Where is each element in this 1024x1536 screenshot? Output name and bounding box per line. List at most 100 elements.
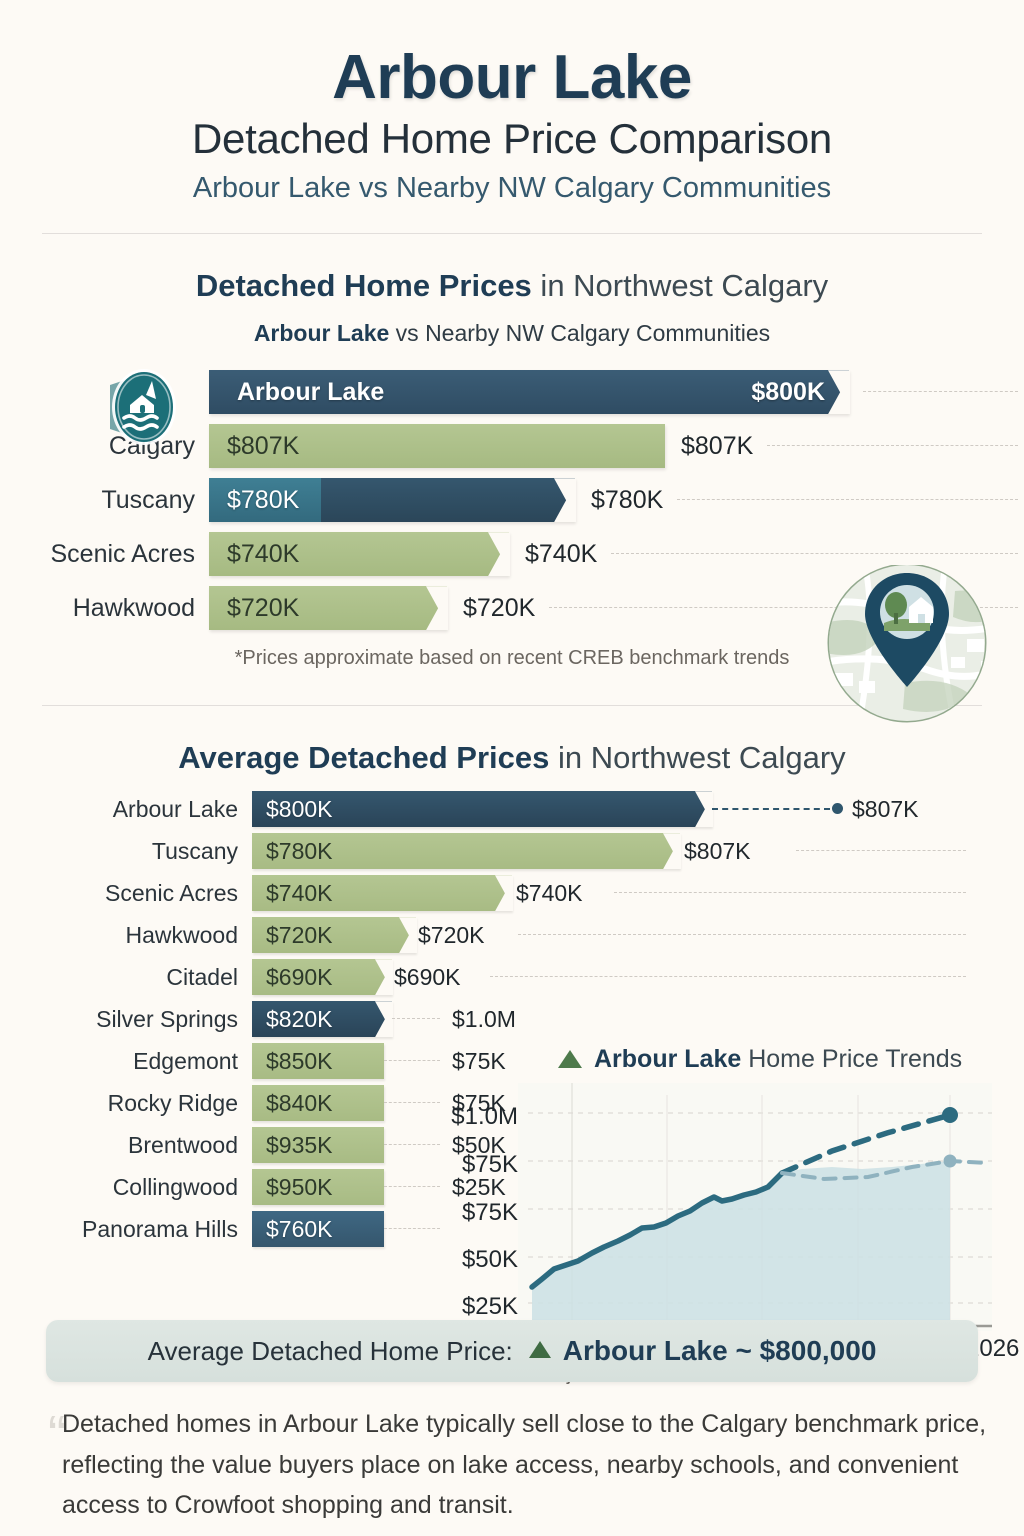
bar-label-tuscany: Tuscany: [101, 485, 195, 514]
bar-row-edgemont: Edgemont $850K $75K: [0, 1042, 1024, 1080]
section1-sub-bold: Arbour Lake: [253, 320, 390, 347]
bar-notch: [375, 959, 393, 996]
bar-label-brentwood: Brentwood: [128, 1131, 238, 1158]
section1-title: Detached Home Prices in Northwest Calgar…: [0, 268, 1024, 304]
section1-sub-rest: vs Nearby NW Calgary Communities: [389, 320, 771, 347]
summary-banner: Average Detached Home Price: Arbour Lake…: [46, 1320, 978, 1382]
bar-value-inside-arbour-lake: $800K: [266, 795, 333, 822]
bar-value-inside-panorama-hills: $760K: [266, 1215, 333, 1242]
bar-silver-springs: $820K: [252, 1001, 393, 1038]
guide-dash: [796, 850, 966, 852]
bar-label-scenic-acres: Scenic Acres: [105, 879, 238, 906]
green-triangle-icon: [528, 1341, 551, 1358]
bar-arbour-lake: Arbour Lake $800K: [209, 370, 850, 415]
bar-row-hawkwood: Hawkwood $720K $720K: [0, 585, 1024, 631]
bar-notch: [399, 917, 417, 954]
page-tagline: Arbour Lake vs Nearby NW Calgary Communi…: [192, 172, 832, 205]
map-location-pin-icon: [805, 563, 1010, 725]
bar-label-arbour-lake: Arbour Lake: [112, 795, 238, 822]
bar-notch: [375, 1001, 393, 1038]
bar-calgary: $807K: [209, 424, 665, 469]
bar-row-scenic-acres: Scenic Acres $740K $740K: [0, 531, 1024, 577]
bar-value-outside-hawkwood: $720K: [463, 593, 536, 622]
connector-dash: [712, 808, 830, 811]
y-tick-3: $50K: [461, 1246, 518, 1274]
guide-dash: [490, 976, 966, 978]
lake-house-badge-icon: [100, 365, 178, 453]
guide-dash: [384, 1186, 440, 1188]
bar-label-hawkwood: Hawkwood: [125, 921, 239, 948]
bar-name-arbour-lake: Arbour Lake: [237, 377, 385, 406]
bar-value-inside-edgemont: $850K: [266, 1047, 333, 1074]
bar-notch: [554, 478, 576, 523]
bar-notch: [828, 370, 850, 415]
bar-value-outside-scenic-acres: $740K: [525, 539, 598, 568]
leader-line: [549, 607, 1018, 609]
y-tick-1: $75K: [461, 1151, 518, 1179]
bar-value-inside-tuscany: $780K: [266, 837, 333, 864]
bar-row-panorama-hills: Panorama Hills $760K: [0, 1210, 1024, 1248]
banner-lead-text: Average Detached Home Price:: [147, 1335, 513, 1366]
section1-title-bold: Detached Home Prices: [195, 268, 532, 304]
bar-value-inside-tuscany: $780K: [227, 485, 300, 514]
guide-dash: [384, 1228, 440, 1230]
bar-row-arbour-lake: Arbour Lake $800K $807K: [0, 790, 1024, 828]
bar-brentwood: $935K: [252, 1127, 384, 1164]
bar-collingwood: $950K: [252, 1169, 384, 1206]
bar-value-inside-calgary: $807K: [227, 431, 300, 460]
bar-edgemont: $850K: [252, 1043, 384, 1080]
bar-value-inside-brentwood: $935K: [266, 1131, 333, 1158]
section2-title-rest: in Northwest Calgary: [549, 740, 846, 776]
bar-label-rocky-ridge: Rocky Ridge: [107, 1089, 238, 1116]
bar-value-inside-scenic-acres: $740K: [266, 879, 333, 906]
bar-label-panorama-hills: Panorama Hills: [82, 1215, 238, 1242]
leader-line: [863, 391, 1018, 393]
leader-line: [611, 553, 1018, 555]
bar-label-hawkwood: Hawkwood: [72, 593, 195, 622]
bar-value-outside-calgary: $807K: [681, 431, 754, 460]
header-divider: [42, 233, 982, 235]
bar-notch: [663, 833, 681, 870]
bar-label-citadel: Citadel: [166, 963, 238, 990]
bar-value-inside-rocky-ridge: $840K: [266, 1089, 333, 1116]
section2-title: Average Detached Prices in Northwest Cal…: [0, 740, 1024, 776]
bar-citadel: $690K: [252, 959, 393, 996]
green-triangle-icon: [558, 1050, 582, 1069]
bar-value-inside-scenic-acres: $740K: [227, 539, 300, 568]
bar-value-inside-citadel: $690K: [266, 963, 333, 990]
bar-label-edgemont: Edgemont: [133, 1047, 238, 1074]
bar-rocky-ridge: $840K: [252, 1085, 384, 1122]
bar-value-outside-tuscany: $807K: [684, 837, 751, 864]
bar-notch: [695, 791, 713, 828]
bar-value-outside-rocky-ridge: $75K: [452, 1089, 506, 1116]
bar-tuscany: $780K: [252, 833, 681, 870]
y-tick-4: $25K: [461, 1293, 518, 1321]
inset-title-rest: Home Price Trends: [741, 1045, 963, 1074]
bar-value-outside-edgemont: $75K: [452, 1047, 506, 1074]
bar-label-tuscany: Tuscany: [151, 837, 238, 864]
bar-value-outside-hawkwood: $720K: [418, 921, 485, 948]
bar-notch: [495, 875, 513, 912]
connector-dot: [832, 803, 843, 815]
inset-title: Arbour Lake Home Price Trends: [558, 1045, 962, 1074]
chart-2-average-detached-prices: Arbour Lake $800K $807K Tuscany $780K $8…: [0, 790, 1024, 1385]
guide-dash: [614, 892, 966, 894]
guide-dash: [384, 1060, 440, 1062]
bar-notch: [426, 586, 448, 631]
bar-row-silver-springs: Silver Springs $820K $1.0M: [0, 1000, 1024, 1038]
bar-label-silver-springs: Silver Springs: [96, 1005, 238, 1032]
bar-value-outside-collingwood: $25K: [452, 1173, 506, 1200]
bar-row-hawkwood: Hawkwood $720K $720K: [0, 916, 1024, 954]
bar-hawkwood: $720K: [209, 586, 448, 631]
banner-value: Arbour Lake ~ $800,000: [562, 1335, 877, 1366]
guide-dash: [384, 1102, 440, 1104]
section1-subtitle: Arbour Lake vs Nearby NW Calgary Communi…: [0, 320, 1024, 347]
bar-notch: [488, 532, 510, 577]
page-subtitle: Detached Home Price Comparison: [192, 115, 832, 163]
header: Arbour Lake Detached Home Price Comparis…: [0, 0, 1024, 205]
bar-row-tuscany: Tuscany $780K $807K: [0, 832, 1024, 870]
bar-value-outside-brentwood: $50K: [452, 1131, 506, 1158]
bar-row-brentwood: Brentwood $935K $50K: [0, 1126, 1024, 1164]
leader-line: [677, 499, 1018, 501]
